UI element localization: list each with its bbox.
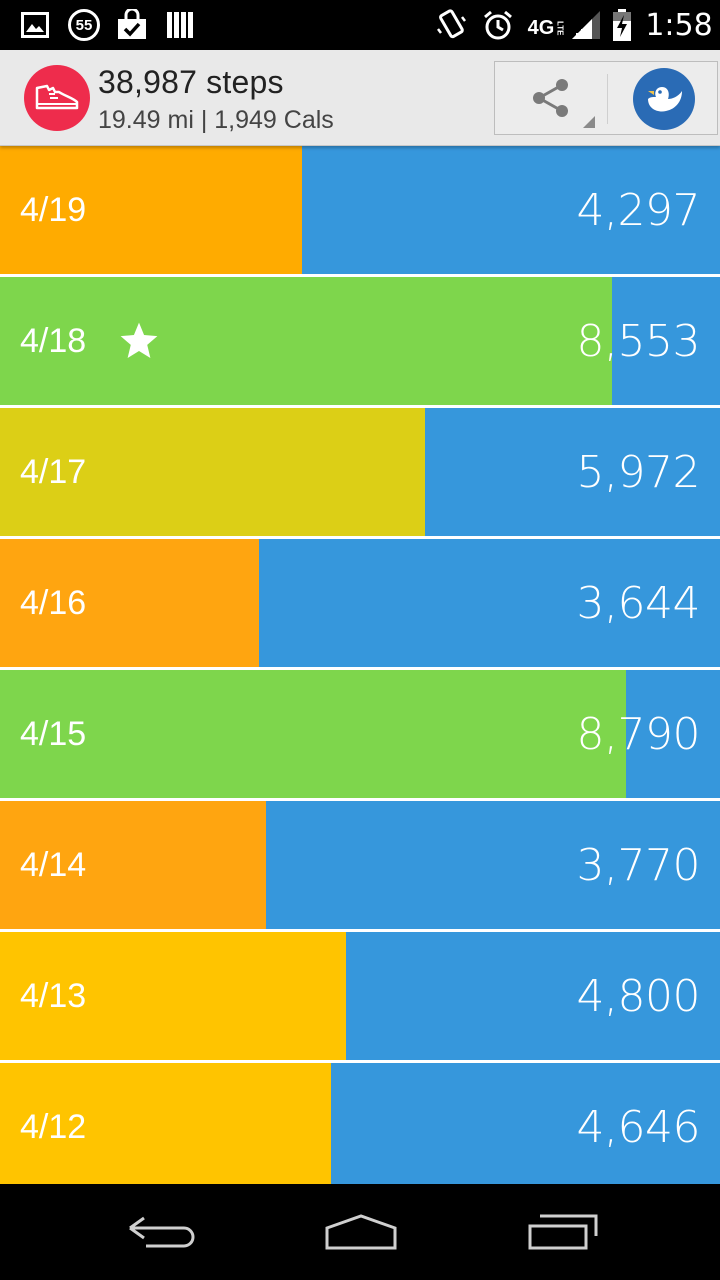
battery-icon: [610, 0, 634, 50]
day-date: 4/19: [20, 190, 87, 229]
recents-button[interactable]: [518, 1208, 608, 1256]
action-buttons: [494, 61, 718, 135]
progress-fill: [0, 670, 626, 798]
status-bar: 55 4G LTE 1:58: [0, 0, 720, 50]
day-steps: 4,297: [576, 184, 701, 236]
day-row[interactable]: 4/13 4,800: [0, 932, 720, 1060]
home-icon: [325, 1214, 397, 1250]
day-steps: 8,553: [576, 315, 701, 367]
back-icon: [129, 1216, 195, 1248]
day-row[interactable]: 4/16 3,644: [0, 539, 720, 667]
network-type: 4G LTE: [527, 16, 565, 39]
day-steps: 3,644: [576, 577, 701, 629]
library-icon: [164, 0, 196, 50]
signal-icon: [568, 0, 604, 50]
progress-fill: [0, 277, 612, 405]
progress-fill: [0, 146, 302, 274]
day-row[interactable]: 4/18 8,553: [0, 277, 720, 405]
overflow-indicator-icon: [583, 116, 595, 128]
divider: [607, 74, 608, 124]
progress-fill: [0, 539, 259, 667]
day-date: 4/14: [20, 845, 87, 884]
day-date: 4/16: [20, 583, 87, 622]
action-bar: 38,987 steps 19.49 mi | 1,949 Cals: [0, 50, 720, 146]
progress-fill: [0, 408, 425, 536]
day-date: 4/17: [20, 452, 87, 491]
shopping-bag-icon: [114, 0, 150, 50]
bird-icon: [648, 87, 682, 112]
progress-fill: [0, 1063, 331, 1184]
day-steps: 4,800: [576, 970, 701, 1022]
day-steps: 3,770: [576, 839, 701, 891]
day-steps: 4,646: [576, 1101, 701, 1153]
vibrate-icon: [434, 0, 468, 50]
day-row[interactable]: 4/12 4,646: [0, 1063, 720, 1184]
sneaker-logo-icon[interactable]: [24, 65, 90, 131]
day-date: 4/12: [20, 1107, 87, 1146]
gallery-icon: [18, 0, 52, 50]
recents-icon: [528, 1214, 598, 1250]
day-date: 4/18: [20, 321, 87, 360]
notification-count: 55: [68, 9, 100, 41]
distance-calories: 19.49 mi | 1,949 Cals: [98, 106, 334, 134]
day-date: 4/15: [20, 714, 87, 753]
day-row[interactable]: 4/15 8,790: [0, 670, 720, 798]
home-button[interactable]: [316, 1208, 406, 1256]
network-sub: LTE: [555, 20, 565, 36]
day-row[interactable]: 4/19 4,297: [0, 146, 720, 274]
goal-star-icon: [120, 322, 158, 358]
share-icon: [533, 79, 568, 117]
day-row[interactable]: 4/17 5,972: [0, 408, 720, 536]
day-steps: 8,790: [576, 708, 701, 760]
daily-steps-list: 4/19 4,297 4/18 8,553 4/17 5,972 4/16 3,644 4/15…: [0, 146, 720, 1184]
back-button[interactable]: [116, 1208, 206, 1256]
progress-fill: [0, 801, 266, 929]
navigation-bar: [0, 1184, 720, 1280]
day-date: 4/13: [20, 976, 87, 1015]
day-row[interactable]: 4/14 3,770: [0, 801, 720, 929]
alarm-icon: [480, 0, 516, 50]
progress-fill: [0, 932, 346, 1060]
notification-count-icon: 55: [66, 0, 102, 50]
day-steps: 5,972: [576, 446, 701, 498]
total-steps: 38,987 steps: [98, 64, 284, 100]
clock: 1:58: [645, 7, 713, 43]
share-button[interactable]: [495, 62, 607, 134]
bird-button[interactable]: [633, 68, 695, 130]
